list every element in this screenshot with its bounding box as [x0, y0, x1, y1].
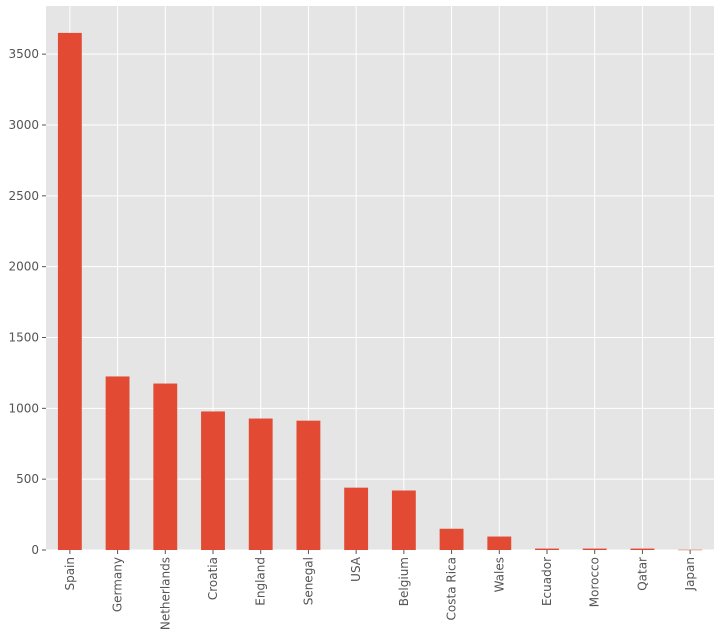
bar-croatia: [201, 411, 225, 550]
x-tick-label: Netherlands: [158, 557, 172, 630]
y-axis-ticks: 0 500 1000 1500 2000 2500 3000 3500: [8, 47, 46, 557]
y-tick-label: 2000: [8, 260, 39, 274]
x-tick-label: Senegal: [301, 557, 315, 605]
y-tick-label: 1500: [8, 331, 39, 345]
bar-usa: [344, 487, 369, 550]
y-tick-label: 2500: [8, 189, 39, 203]
bar-japan: [678, 549, 703, 551]
y-tick-label: 1000: [8, 401, 39, 415]
x-tick-label: Costa Rica: [445, 557, 459, 620]
x-tick-label: England: [254, 557, 268, 606]
x-tick-label: USA: [349, 556, 363, 582]
bar-morocco: [582, 548, 607, 550]
bar-netherlands: [153, 383, 178, 550]
x-tick-label: Ecuador: [540, 557, 554, 606]
bar-belgium: [391, 490, 416, 550]
bar-qatar: [630, 548, 655, 550]
bars: [57, 32, 703, 551]
x-tick-label: Belgium: [397, 557, 411, 606]
x-tick-label: Qatar: [635, 557, 649, 591]
bar-england: [248, 418, 273, 550]
x-axis-ticks: Spain Germany Netherlands Croatia England Sen…: [63, 550, 697, 630]
x-tick-label: Wales: [492, 557, 506, 592]
bar-ecuador: [535, 548, 559, 550]
bar-germany: [105, 376, 130, 550]
bar-costa-rica: [439, 528, 464, 550]
bar-spain: [57, 32, 82, 550]
bar-wales: [487, 536, 512, 550]
y-tick-label: 3500: [8, 47, 39, 61]
bar-senegal: [296, 420, 321, 550]
x-tick-label: Morocco: [588, 557, 602, 607]
x-tick-label: Spain: [63, 557, 77, 591]
y-tick-label: 500: [16, 472, 39, 486]
y-tick-label: 0: [31, 543, 39, 557]
x-tick-label: Japan: [683, 557, 697, 591]
y-tick-label: 3000: [8, 118, 39, 132]
plot-area: [46, 6, 714, 550]
x-tick-label: Croatia: [206, 557, 220, 600]
x-tick-label: Germany: [111, 557, 125, 612]
